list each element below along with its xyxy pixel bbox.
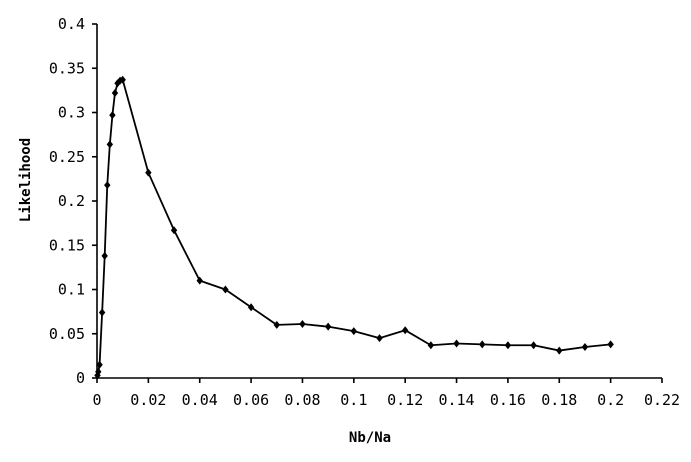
x-axis-ticks: 0 0.02 0.04 0.06 0.08 0.1 0.12 0.14 0.16 0.18 0.2 0…	[92, 378, 680, 409]
y-tick-label: 0.25	[49, 148, 85, 166]
data-point	[247, 303, 255, 312]
axes	[96, 24, 662, 379]
data-point	[119, 75, 126, 84]
y-tick-label: 0.1	[58, 281, 85, 299]
data-point	[111, 89, 119, 98]
data-point	[96, 360, 103, 369]
data-point	[106, 140, 114, 149]
y-tick-label: 0	[76, 369, 85, 387]
data-point	[401, 326, 409, 335]
data-point	[94, 371, 101, 380]
data-point	[196, 276, 203, 285]
data-point	[350, 327, 358, 336]
y-tick-label: 0.3	[58, 104, 85, 122]
data-point	[453, 339, 460, 348]
data-point	[104, 181, 111, 190]
data-point	[222, 285, 229, 294]
x-tick-label: 0.06	[233, 391, 269, 409]
data-point	[581, 343, 589, 352]
data-point	[170, 226, 178, 235]
data-point	[504, 341, 512, 350]
data-point	[427, 341, 435, 350]
data-point	[299, 320, 306, 329]
data-point	[273, 320, 280, 329]
y-tick-label: 0.05	[49, 325, 85, 343]
y-tick-label: 0.35	[49, 59, 85, 77]
data-point	[145, 168, 152, 177]
x-tick-label: 0.04	[182, 391, 218, 409]
x-tick-label: 0.2	[597, 391, 624, 409]
x-tick-label: 0.16	[490, 391, 526, 409]
y-axis-label: Likelihood	[18, 138, 34, 222]
y-tick-label: 0.15	[49, 236, 85, 254]
data-point	[530, 341, 537, 350]
data-point	[556, 346, 563, 355]
data-point	[607, 340, 614, 349]
data-point	[98, 308, 106, 317]
data-point	[479, 340, 486, 349]
x-tick-label: 0.12	[387, 391, 423, 409]
data-point	[376, 334, 383, 343]
y-tick-label: 0.2	[58, 192, 85, 210]
data-point	[101, 251, 108, 260]
x-tick-label: 0.1	[340, 391, 367, 409]
x-tick-label: 0	[92, 391, 101, 409]
y-tick-label: 0.4	[58, 15, 85, 33]
data-point	[109, 111, 116, 120]
x-tick-label: 0.02	[130, 391, 166, 409]
data-points	[94, 75, 614, 380]
x-axis-label: Nb/Na	[349, 430, 391, 446]
x-tick-label: 0.08	[284, 391, 320, 409]
x-tick-label: 0.18	[541, 391, 577, 409]
data-point	[324, 322, 332, 331]
x-tick-label: 0.22	[644, 391, 680, 409]
data-point	[95, 367, 102, 376]
y-axis-ticks: 0 0.05 0.1 0.15 0.2 0.25 0.3 0.35 0.4	[49, 15, 97, 387]
x-tick-label: 0.14	[438, 391, 474, 409]
